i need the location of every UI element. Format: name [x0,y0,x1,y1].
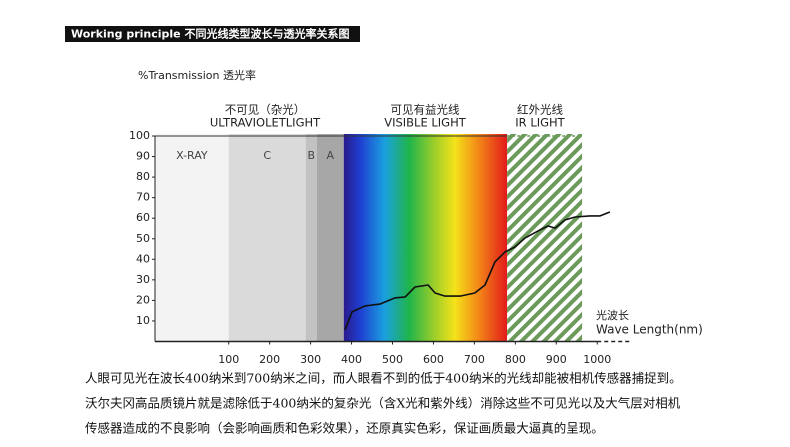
region [343,134,508,342]
x-tick-label: 100 [218,353,239,366]
x-axis-label: Wave Length(nm) [596,323,703,337]
transmission-line [344,211,611,331]
chart-title: Working principle 不同光线类型波长与透光率关系图 [71,27,349,41]
region-label: X-RAY [176,149,208,162]
description-line: 传感器造成的不良影响（会影响画质和色彩效果），还原真实色彩，保证画质最大逼真的呈… [85,421,604,436]
y-tick-label: 20 [136,293,150,306]
description-line: 沃尔夫冈高品质镜片就是滤除低于400纳米的复杂光（含X光和紫外线）消除这些不可见… [85,396,681,411]
band-caption: 红外光线 [517,103,563,117]
y-axis-label: %Transmission 透光率 [138,68,256,82]
region [305,134,317,342]
region [316,134,344,342]
y-tick-label: 100 [129,129,150,142]
y-tick-label: 30 [136,273,150,286]
region [155,134,229,342]
x-tick-label: 700 [464,353,485,366]
band-caption: 不可见（杂光） [225,103,306,117]
band-caption: 可见有益光线 [391,103,460,117]
title-banner [65,26,360,42]
x-tick-label: 600 [423,353,444,366]
description-line: 人眼可见光在波长400纳米到700纳米之间，而人眼看不到的低于400纳米的光线却… [85,371,682,386]
y-tick-label: 40 [136,252,150,265]
x-tick-label: 900 [546,353,567,366]
y-tick-label: 10 [136,314,150,327]
x-tick-label: 200 [259,353,280,366]
region-label: A [326,149,334,162]
region [507,134,583,342]
region-label: B [307,149,315,162]
x-tick-label: 300 [300,353,321,366]
band-caption: VISIBLE LIGHT [384,116,467,130]
y-tick-label: 80 [136,170,150,183]
region [228,134,306,342]
region-label: C [263,149,271,162]
band-caption: ULTRAVIOLETLIGHT [210,116,321,130]
y-tick-label: 90 [136,150,150,163]
x-tick-label: 800 [505,353,526,366]
band-caption: IR LIGHT [515,116,565,130]
y-tick-label: 60 [136,211,150,224]
x-tick-label: 1000 [583,353,611,366]
y-tick-label: 50 [136,232,150,245]
y-tick-label: 70 [136,191,150,204]
x-tick-label: 400 [341,353,362,366]
x-tick-label: 500 [382,353,403,366]
x-axis-label: 光波长 [596,308,629,322]
